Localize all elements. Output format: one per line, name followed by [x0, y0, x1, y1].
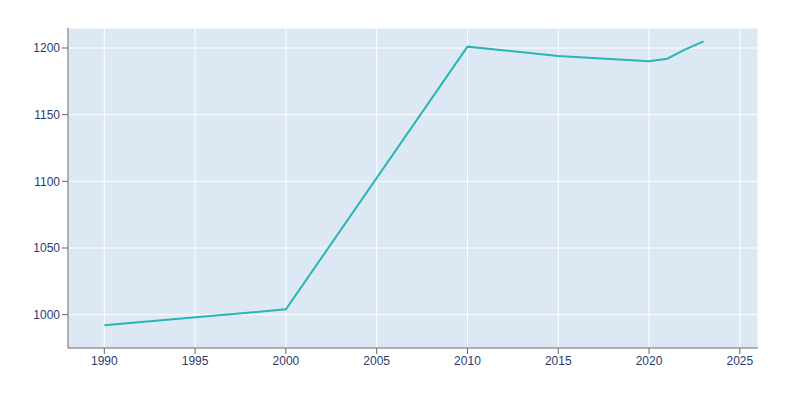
svg-text:2020: 2020 — [636, 354, 663, 368]
svg-text:2015: 2015 — [545, 354, 572, 368]
svg-text:1200: 1200 — [33, 41, 60, 55]
svg-text:2010: 2010 — [454, 354, 481, 368]
svg-text:1050: 1050 — [33, 241, 60, 255]
svg-text:1990: 1990 — [91, 354, 118, 368]
svg-text:1100: 1100 — [34, 175, 60, 189]
svg-text:1000: 1000 — [33, 308, 60, 322]
svg-text:2000: 2000 — [273, 354, 300, 368]
svg-text:1995: 1995 — [182, 354, 209, 368]
svg-text:2025: 2025 — [726, 354, 753, 368]
svg-text:1150: 1150 — [34, 108, 60, 122]
svg-text:2005: 2005 — [363, 354, 390, 368]
